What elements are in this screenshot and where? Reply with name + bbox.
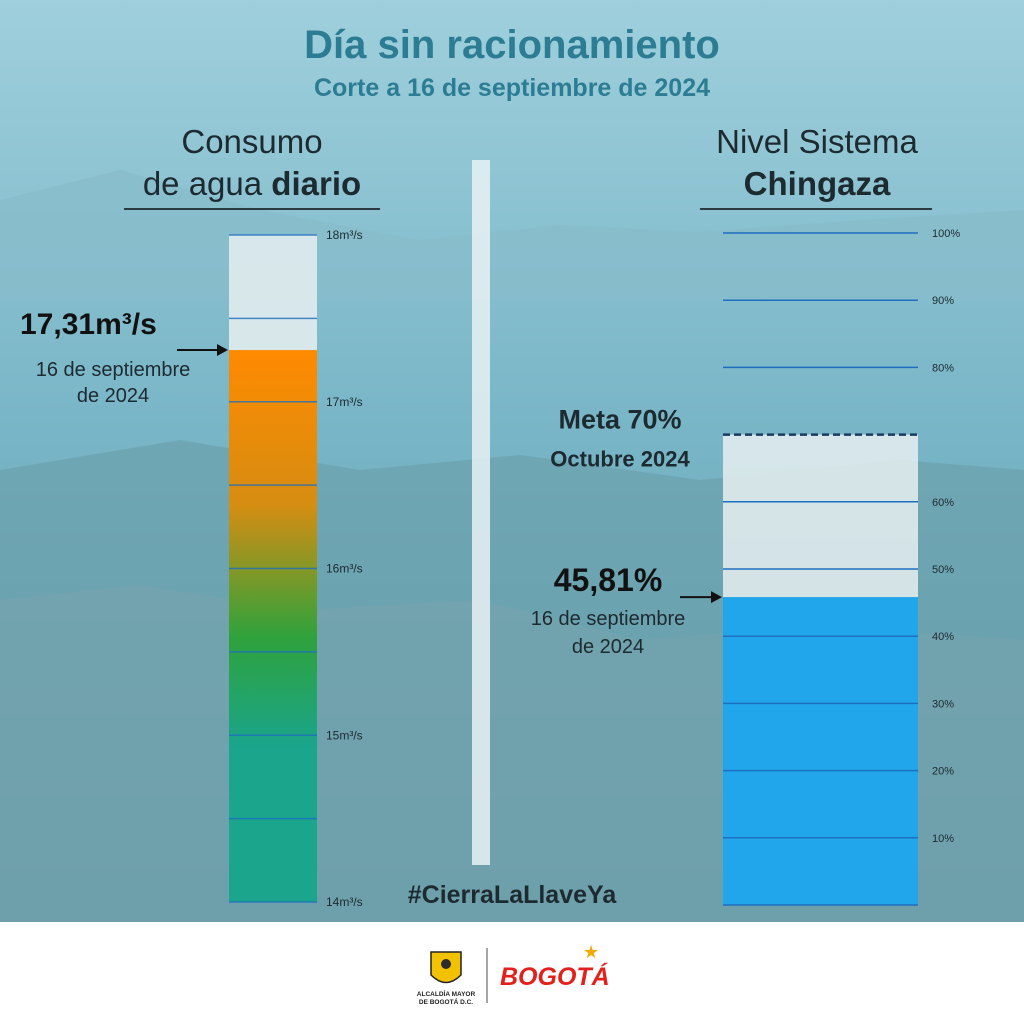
consumption-bar-fill [229, 350, 317, 902]
level-bar-empty [723, 434, 918, 598]
page-title: Día sin racionamiento [304, 23, 720, 67]
consumption-title-regular: de agua [143, 165, 271, 202]
level-bar-fill [723, 597, 918, 905]
target-label-line2: Octubre 2024 [550, 447, 690, 472]
level-tick-label: 30% [932, 698, 954, 710]
consumption-title-line2: de agua diario [143, 165, 361, 202]
level-chart: 10% 20% 30% 40% 50% 60% 80% 90% 100% Meta 70% Octu… [531, 228, 960, 906]
level-tick-label: 50% [932, 564, 954, 576]
consumption-value-label: 17,31m³/s [20, 308, 157, 341]
consumption-date-line2: de 2024 [77, 385, 149, 407]
coat-of-arms-detail [441, 959, 451, 969]
level-date-line1: 16 de septiembre [531, 608, 686, 630]
level-title-line1: Nivel Sistema [716, 123, 918, 160]
consumption-title-line1: Consumo [181, 123, 322, 160]
consumption-title-bold: diario [271, 165, 361, 202]
center-divider [472, 160, 490, 865]
level-value-label: 45,81% [554, 562, 663, 598]
level-tick-label: 60% [932, 497, 954, 509]
level-tick-label: 80% [932, 362, 954, 374]
level-tick-label: 20% [932, 766, 954, 778]
level-tick-label: 90% [932, 295, 954, 307]
consumption-tick-label: 17m³/s [326, 395, 363, 409]
org-name-line2: DE BOGOTÁ D.C. [419, 997, 473, 1006]
level-tick-label: 10% [932, 833, 954, 845]
target-label-line1: Meta 70% [558, 405, 681, 435]
bogota-brand-text: BOGOTÁ [500, 962, 610, 991]
level-arrow-head [711, 591, 722, 604]
alcaldia-logo: ALCALDÍA MAYOR DE BOGOTÁ D.C. [417, 951, 476, 1006]
hashtag: #CierraLaLlaveYa [408, 881, 618, 909]
org-name-line1: ALCALDÍA MAYOR [417, 989, 476, 998]
consumption-tick-label: 14m³/s [326, 895, 363, 909]
footer-band [0, 922, 1024, 1024]
consumption-tick-label: 15m³/s [326, 728, 363, 742]
star-icon: ★ [583, 942, 599, 962]
bogota-logo: BOGOTÁ ★ [500, 942, 610, 991]
page-subtitle: Corte a 16 de septiembre de 2024 [314, 74, 710, 102]
level-title-line2: Chingaza [744, 165, 891, 202]
level-date-line2: de 2024 [572, 636, 644, 658]
consumption-tick-label: 18m³/s [326, 228, 363, 242]
consumption-chart: 14m³/s 15m³/s 16m³/s 17m³/s 18m³/s 17,31m³/s 1… [20, 228, 363, 909]
level-tick-label: 100% [932, 228, 960, 240]
consumption-tick-label: 16m³/s [326, 562, 363, 576]
level-tick-label: 40% [932, 631, 954, 643]
consumption-arrow-head [217, 344, 228, 357]
consumption-date-line1: 16 de septiembre [36, 359, 191, 381]
